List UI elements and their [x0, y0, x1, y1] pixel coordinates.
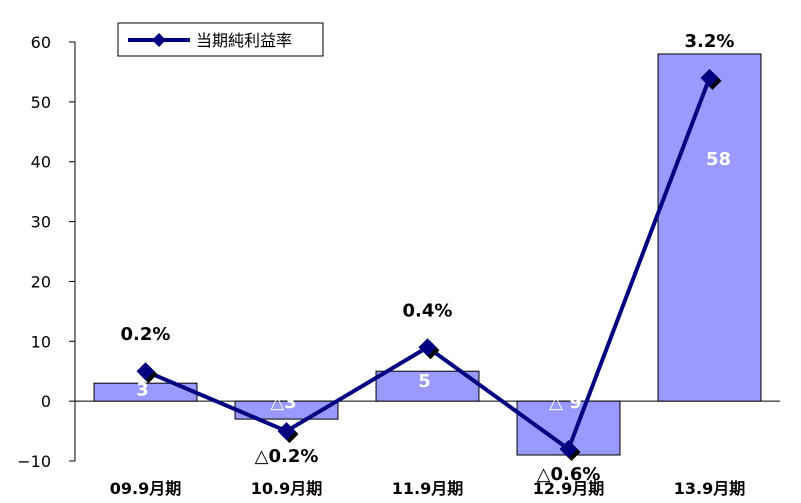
- rate-point-marker: [277, 422, 296, 441]
- line-layer: [136, 68, 722, 462]
- rate-value-label: 0.4%: [403, 300, 453, 321]
- y-tick-label: 20: [31, 272, 51, 291]
- bars-layer: [93, 53, 762, 456]
- bar-value-label: 58: [706, 149, 731, 170]
- bar-labels-layer: 3 △3 5 △ 9 58: [136, 149, 731, 413]
- y-tick-label: 30: [31, 213, 51, 232]
- x-category-label: 10.9月期: [251, 479, 322, 498]
- y-tick-label: 40: [31, 153, 51, 172]
- rate-value-label: △0.6%: [537, 464, 601, 485]
- bar-value-label: △ 9: [549, 392, 582, 413]
- axes-layer: −10 0 10 20 30 40 50 60 09.9月期 10.9月期 11.9月期 12.9月期…: [17, 33, 780, 498]
- y-tick-label: 0: [41, 392, 51, 411]
- rate-value-label: 3.2%: [685, 31, 735, 52]
- bar-value-label: △3: [270, 392, 296, 413]
- legend-label: 当期純利益率: [196, 31, 292, 50]
- y-tick-label: 10: [31, 332, 51, 351]
- rate-point-marker: [418, 338, 437, 357]
- bar: [375, 370, 480, 402]
- bar-value-label: 3: [136, 380, 149, 401]
- y-tick-label: 50: [31, 93, 51, 112]
- y-tick-label: 60: [31, 33, 51, 52]
- x-category-label: 11.9月期: [392, 479, 463, 498]
- rate-point-marker: [136, 362, 155, 381]
- bar: [657, 53, 762, 402]
- y-tick-label: −10: [17, 452, 51, 471]
- legend: 当期純利益率: [117, 22, 324, 57]
- bar-value-label: 5: [418, 371, 431, 392]
- x-category-label: 12.9月期: [533, 479, 604, 498]
- rate-labels-layer: 0.2% △0.2% 0.4% △0.6% 3.2%: [121, 31, 735, 485]
- x-category-label: 09.9月期: [110, 479, 181, 498]
- legend-diamond-marker: [152, 33, 166, 47]
- rate-value-label: △0.2%: [255, 446, 319, 467]
- rate-point-marker: [700, 68, 719, 87]
- rate-point-marker: [559, 440, 578, 459]
- x-category-label: 13.9月期: [674, 479, 745, 498]
- rate-value-label: 0.2%: [121, 324, 171, 345]
